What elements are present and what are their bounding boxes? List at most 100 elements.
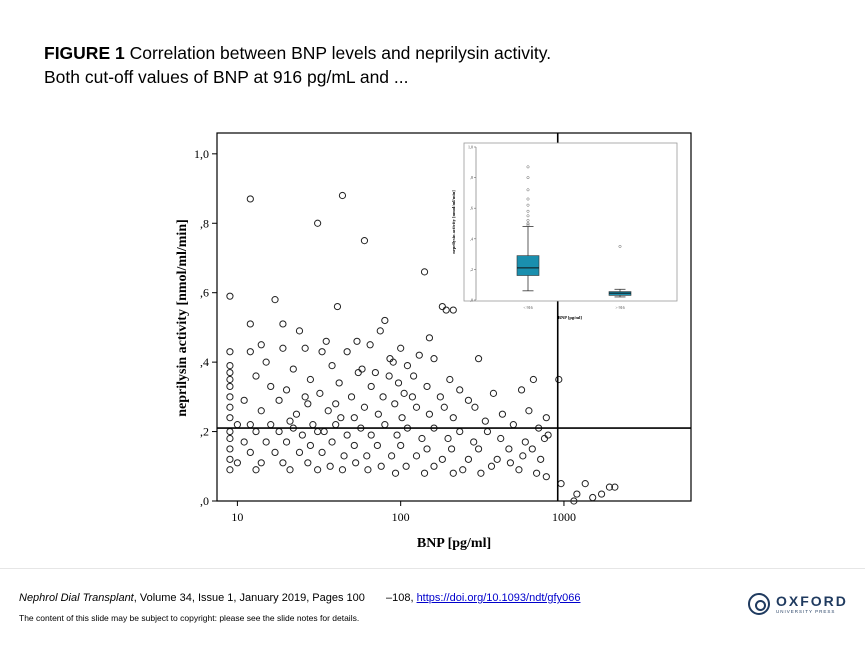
data-point — [379, 393, 387, 401]
data-point — [286, 417, 294, 425]
data-point — [352, 459, 360, 467]
scatter-layer: ,0 ,2 ,4 ,6 ,8 1,0 10 100 1000 — [194, 133, 691, 524]
data-point — [306, 375, 315, 384]
data-point — [367, 382, 375, 391]
data-point — [304, 459, 312, 467]
data-point — [233, 459, 241, 467]
data-point — [314, 466, 322, 474]
data-point — [397, 441, 405, 450]
data-point — [226, 466, 234, 474]
data-point — [537, 455, 545, 463]
data-point — [436, 393, 444, 401]
citation-details: , Volume 34, Issue 1, January 2019, Page… — [133, 592, 365, 604]
y-tick-label: 1,0 — [194, 147, 209, 161]
data-point — [423, 445, 431, 453]
x-tick-label: 100 — [392, 510, 410, 524]
data-point — [391, 400, 399, 408]
inset-y-tick-label: ,0 — [470, 298, 473, 304]
data-point — [343, 348, 351, 356]
inset-y-tick-label: ,6 — [470, 206, 473, 212]
data-point — [400, 389, 408, 397]
data-point — [376, 327, 384, 335]
data-point — [338, 191, 347, 200]
data-point — [374, 410, 382, 418]
data-point — [397, 344, 405, 352]
data-point — [252, 466, 260, 474]
data-point — [474, 355, 483, 363]
data-point — [343, 431, 351, 439]
data-point — [240, 396, 248, 404]
data-point — [332, 400, 340, 408]
data-point — [322, 337, 330, 345]
data-point — [570, 497, 578, 505]
outlier-point — [526, 209, 530, 213]
data-point — [271, 448, 279, 456]
data-point — [304, 400, 312, 408]
y-tick-label: ,6 — [200, 286, 209, 300]
data-point — [449, 306, 457, 314]
data-point — [525, 407, 533, 415]
data-point — [226, 455, 234, 463]
data-point — [402, 462, 410, 470]
y-tick-label: ,4 — [200, 355, 209, 369]
data-point — [324, 407, 332, 415]
x-tick-label: 10 — [231, 510, 243, 524]
inset-x-axis-label: BNP [pg/ml] — [558, 315, 582, 320]
footer-divider — [0, 568, 865, 569]
publisher-sub: UNIVERSITY PRESS — [776, 608, 836, 614]
figure-label: FIGURE 1 — [44, 43, 125, 63]
data-point — [464, 455, 473, 463]
data-point — [412, 452, 421, 460]
data-point — [403, 362, 412, 370]
data-point — [581, 480, 589, 488]
data-point — [506, 459, 515, 467]
data-point — [477, 469, 485, 477]
data-point — [515, 466, 523, 474]
data-point — [226, 403, 234, 411]
data-point — [498, 410, 507, 418]
data-point — [289, 365, 297, 373]
data-point — [335, 379, 343, 387]
data-point — [364, 466, 372, 474]
data-point — [226, 368, 234, 377]
data-point — [338, 466, 347, 474]
correlation-chart: ,0 ,2 ,4 ,6 ,8 1,0 10 100 1000 BNP [pg/ml] nepri… — [175, 132, 692, 551]
data-point — [298, 431, 306, 439]
data-point — [440, 403, 448, 411]
data-point — [279, 459, 287, 467]
inset-y-tick-label: ,8 — [470, 175, 473, 181]
data-point — [391, 469, 400, 477]
y-tick-label: ,2 — [200, 425, 209, 439]
data-point — [418, 434, 426, 443]
data-point — [340, 452, 348, 460]
doi-link[interactable]: https://doi.org/10.1093/ndt/gfy066 — [416, 592, 581, 604]
data-point — [328, 438, 336, 446]
x-tick-label: 1000 — [552, 510, 576, 524]
data-point — [487, 462, 496, 470]
data-point — [430, 462, 438, 470]
data-point — [464, 396, 473, 404]
data-point — [521, 438, 529, 446]
data-point — [286, 466, 294, 474]
data-point — [589, 493, 597, 502]
data-point — [226, 414, 234, 422]
data-point — [306, 441, 315, 450]
data-point — [519, 452, 527, 460]
inset-y-tick-label: ,2 — [470, 267, 473, 273]
data-point — [388, 452, 396, 460]
data-point — [505, 445, 513, 453]
data-point — [447, 445, 456, 453]
data-point — [420, 268, 429, 276]
inset-boxplot-layer: ,0 ,2 ,4 ,6 ,8 1,0 < 916 > 916 — [468, 145, 632, 310]
inset-category-label: < 916 — [523, 305, 532, 310]
outlier-point — [618, 245, 622, 248]
data-point — [398, 414, 406, 422]
data-point — [446, 375, 454, 384]
outlier-point — [526, 214, 530, 218]
data-point — [425, 334, 434, 342]
data-point — [542, 473, 550, 481]
data-point — [282, 438, 291, 446]
data-point — [425, 410, 434, 418]
data-point — [442, 306, 450, 314]
data-point — [408, 393, 417, 401]
